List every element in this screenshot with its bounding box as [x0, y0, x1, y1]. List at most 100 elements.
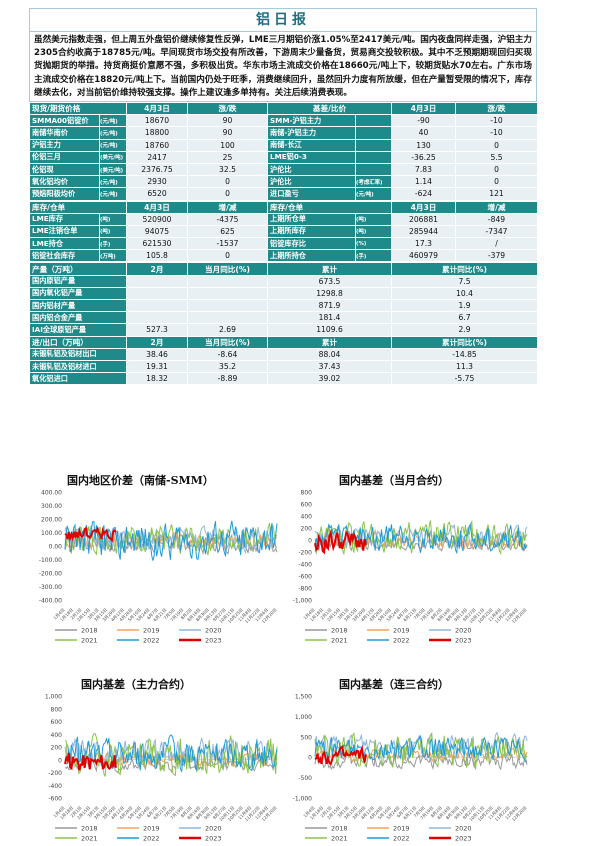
table-cell: 285944: [391, 224, 456, 239]
table-cell: 未锻轧铝及铝材出口: [29, 347, 127, 361]
table-cell: -90: [391, 114, 456, 128]
series-line-2022: [314, 734, 528, 763]
table-cell: (手): [99, 237, 127, 251]
legend-label: 2018: [81, 627, 98, 635]
table-cell: -8.89: [187, 372, 268, 386]
table-cell: 沪伦比: [267, 162, 356, 177]
table-cell: 5.5: [455, 150, 538, 164]
table-cell: [126, 286, 188, 301]
table-row: 未锻轧铝及铝材进口 19.31 35.2 37.43 11.3: [29, 359, 538, 374]
table-cell: -10: [455, 126, 538, 140]
table-cell: [355, 162, 392, 177]
basis-chart: 国内基差（连三合约） 1,500 1,000 500 0 -500 -1,000 1月4日 1月…: [279, 674, 549, 843]
table-cell: [187, 299, 268, 313]
header-cell: 4月3日: [391, 102, 456, 116]
y-tick-label: -600: [48, 796, 62, 803]
table-cell: [355, 114, 392, 128]
table-cell: -849: [455, 212, 538, 226]
y-tick-label: -300.00: [39, 584, 62, 591]
y-tick-label: -600: [298, 574, 312, 581]
table-cell: 35.2: [187, 359, 268, 374]
chart-title: 国内基差（主力合约）: [81, 678, 191, 691]
table-cell: 37.43: [267, 359, 392, 374]
y-tick-label: -200: [298, 550, 312, 557]
table-cell: -8.64: [187, 347, 268, 361]
y-tick-label: -400: [48, 783, 62, 790]
legend-label: 2022: [143, 637, 160, 645]
header-cell: 库存/仓单: [29, 200, 127, 214]
table-cell: IAI全球原铝产量: [29, 323, 127, 337]
table-cell: 18670: [126, 114, 188, 128]
legend-label: 2019: [393, 627, 410, 635]
table-row: IAI全球原铝产量 527.3 2.69 1109.6 2.9: [29, 323, 538, 337]
y-tick-label: 600: [301, 502, 313, 509]
table-cell: 南储华南价: [29, 126, 100, 140]
table-row: 国内原铝产量 673.5 7.5: [29, 274, 538, 288]
y-tick-label: -400: [298, 562, 312, 569]
y-tick-label: 1,000: [295, 714, 312, 721]
legend-label: 2018: [331, 627, 348, 635]
table-cell: 11.3: [391, 359, 538, 374]
legend-label: 2020: [205, 825, 222, 833]
production-table: 产量（万吨） 2月 当月同比(%) 累计 累计同比(%) 国内原铝产量 673.5…: [29, 262, 538, 386]
table-cell: 673.5: [267, 274, 392, 288]
y-tick-label: 200.00: [41, 517, 62, 524]
y-tick-label: 0: [308, 755, 312, 762]
table-cell: 氧化铝进口: [29, 372, 127, 386]
table-cell: (万吨): [99, 249, 127, 263]
header-cell: 2月: [126, 335, 188, 349]
table-cell: 未锻轧铝及铝材进口: [29, 359, 127, 374]
header-cell: 4月3日: [391, 200, 456, 214]
table-cell: 18760: [126, 138, 188, 152]
trade-table-header: 进/出口（万吨） 2月 当月同比(%) 累计 累计同比(%): [29, 335, 538, 349]
legend-label: 2019: [143, 825, 160, 833]
header-cell: 当月同比(%): [187, 335, 268, 349]
table-cell: [126, 311, 188, 325]
legend-label: 2023: [205, 835, 222, 843]
legend-label: 2019: [393, 825, 410, 833]
y-tick-label: 1,500: [295, 694, 312, 701]
chart-svg: 1,0008006004002000-200-400-6001月4日1月18日2…: [45, 694, 279, 843]
table-cell: 0: [187, 175, 268, 189]
price-table-header: 现货/期货价格 4月3日 涨/跌 基差/比价 4月3日 涨/跌: [29, 102, 538, 116]
header-cell: 累计同比(%): [391, 335, 538, 349]
table-cell: (吨): [355, 224, 392, 239]
legend-label: 2021: [81, 835, 98, 843]
table-row: LME持仓 (手) 621530 -1537 铝锭库存比 (%) 17.3/: [29, 237, 538, 251]
series-line-2020: [314, 731, 528, 761]
table-cell: 527.3: [126, 323, 188, 337]
table-row: 铝锭社会库存 (万吨) 105.8 0 上期所持仓 (手) 460979 -379: [29, 249, 538, 263]
table-cell: -4375: [187, 212, 268, 226]
table-cell: 1.9: [391, 299, 538, 313]
table-cell: LME注销仓单: [29, 224, 100, 239]
table-cell: 铝锭库存比: [267, 237, 356, 251]
table-cell: -624: [391, 187, 456, 201]
table-cell: 0: [187, 187, 268, 201]
legend-label: 2022: [393, 637, 410, 645]
table-cell: 上期所持仓: [267, 249, 356, 263]
table-cell: (考虑汇率): [355, 175, 392, 189]
table-row: LME注销仓单 (吨) 94075 625 上期所库存 (吨) 285944 -7347: [29, 224, 538, 239]
legend-label: 2019: [143, 627, 160, 635]
legend-label: 2021: [81, 637, 98, 645]
table-cell: -5.75: [391, 372, 538, 386]
series-line-2022: [64, 520, 278, 561]
table-cell: 206881: [391, 212, 456, 226]
legend-label: 2020: [455, 627, 472, 635]
y-tick-label: -100.00: [39, 557, 62, 564]
table-cell: 沪铝主力: [29, 138, 100, 152]
table-cell: (元/吨): [355, 187, 392, 201]
table-cell: 伦铝三月: [29, 150, 100, 164]
y-tick-label: 800: [301, 490, 313, 497]
table-cell: 625: [187, 224, 268, 239]
table-cell: 国内氧化铝产量: [29, 286, 127, 301]
table-cell: 17.3: [391, 237, 456, 251]
table-cell: 2376.75: [126, 162, 188, 177]
table-cell: 2930: [126, 175, 188, 189]
table-cell: 100: [187, 138, 268, 152]
table-cell: 2.9: [391, 323, 538, 337]
table-cell: 621530: [126, 237, 188, 251]
table-cell: 上期所库存: [267, 224, 356, 239]
table-cell: [126, 274, 188, 288]
y-tick-label: -500: [298, 775, 312, 782]
